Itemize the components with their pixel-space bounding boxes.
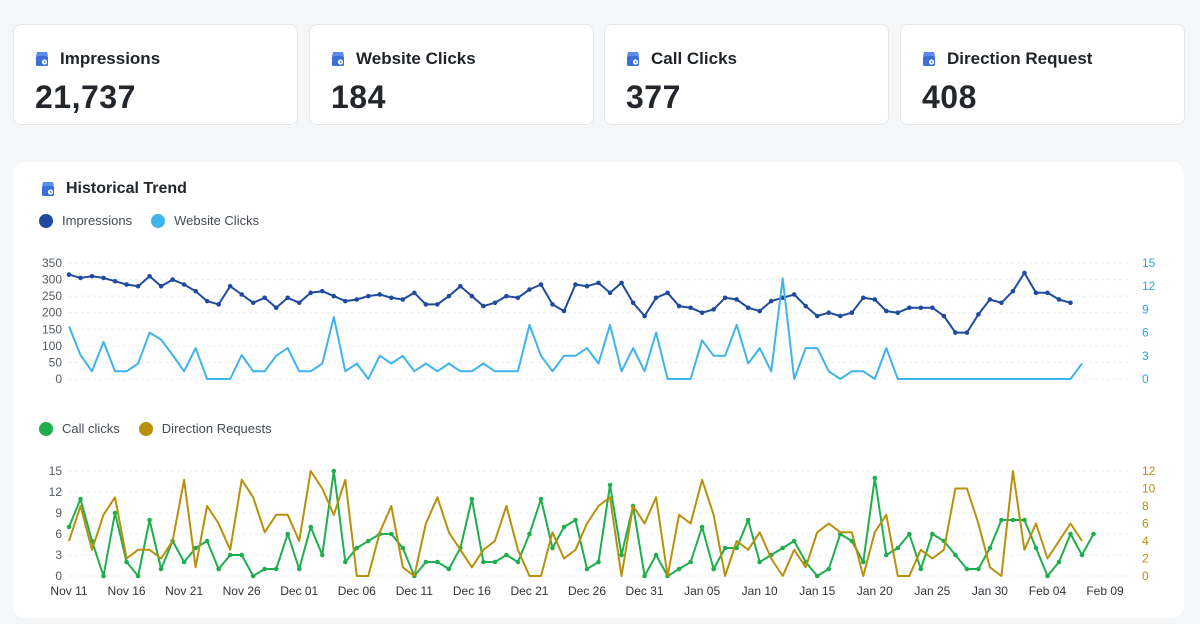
legend-swatch xyxy=(39,213,53,228)
legend-item-call-clicks[interactable]: Call clicks xyxy=(39,421,120,436)
legend-swatch xyxy=(151,213,166,228)
legend-item-website-clicks[interactable]: Website Clicks xyxy=(151,213,259,228)
impressions-card: Impressions 21,737 xyxy=(13,24,298,125)
legend-label: Impressions xyxy=(62,213,133,228)
website-clicks-card: Website Clicks 184 xyxy=(309,24,594,125)
legend-swatch xyxy=(138,421,153,436)
legend-label: Call clicks xyxy=(62,421,120,436)
legend-label: Website Clicks xyxy=(174,213,260,228)
google-business-icon xyxy=(36,52,48,66)
card-value: 377 xyxy=(626,79,681,115)
panel-header: Historical Trend xyxy=(40,180,187,198)
legend-swatch xyxy=(39,421,53,436)
card-value: 184 xyxy=(331,79,386,115)
legend-item-impressions[interactable]: Impressions xyxy=(39,213,132,228)
chart-legend-bottom: Call clicks Direction Requests xyxy=(39,421,282,436)
panel-title: Historical Trend xyxy=(66,180,187,197)
card-value: 408 xyxy=(922,79,977,115)
card-header: Impressions xyxy=(34,49,160,69)
card-header: Website Clicks xyxy=(330,49,476,69)
card-label: Impressions xyxy=(60,49,161,68)
chart-legend-top: Impressions Website Clicks xyxy=(39,213,269,228)
google-business-icon xyxy=(332,52,344,66)
legend-item-direction-requests[interactable]: Direction Requests xyxy=(138,421,272,436)
direction-request-card: Direction Request 408 xyxy=(900,24,1185,125)
historical-trend-panel: Historical Trend Impressions Website Cli… xyxy=(13,162,1184,618)
card-value: 21,737 xyxy=(35,79,136,115)
card-label: Direction Request xyxy=(947,49,1093,68)
google-business-icon xyxy=(627,52,639,66)
legend-label: Direction Requests xyxy=(161,421,272,436)
card-label: Website Clicks xyxy=(356,49,476,68)
card-header: Direction Request xyxy=(921,49,1092,69)
card-label: Call Clicks xyxy=(651,49,737,68)
call-clicks-card: Call Clicks 377 xyxy=(604,24,889,125)
google-business-icon xyxy=(923,52,935,66)
google-business-icon xyxy=(42,182,54,196)
card-header: Call Clicks xyxy=(625,49,737,69)
